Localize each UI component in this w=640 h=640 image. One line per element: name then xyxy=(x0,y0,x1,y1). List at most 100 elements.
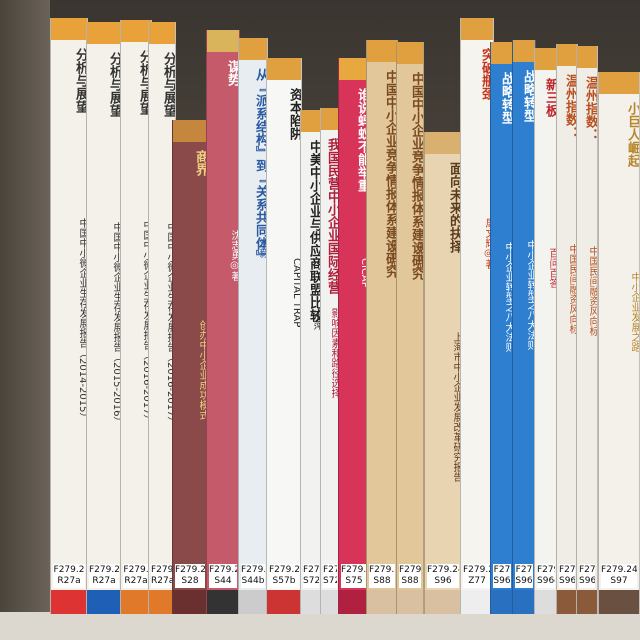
call-number-line: R27a xyxy=(151,576,173,586)
book-title: 沈毅 xyxy=(257,238,267,258)
book-series: 中国中小企业竞争情报体系建设研究 xyxy=(409,72,423,280)
book-spine: 温州指数： 中国民间融资风向标 F279S96 xyxy=(576,46,598,614)
book-spine: 谁说蚂蚁不能举重 CICAP F279.2S75 xyxy=(338,58,370,614)
book-title: 中小企业发展之路 xyxy=(629,272,639,352)
call-number-line: F279.243 xyxy=(427,565,459,575)
book-series: 分析与展望 xyxy=(73,48,87,113)
book-series: 小巨人崛起 xyxy=(625,102,639,167)
call-number-line: S96c xyxy=(537,576,555,586)
spine-band xyxy=(425,132,461,154)
call-number-line: F27 xyxy=(515,565,533,575)
call-number-label: F279.243S44 xyxy=(209,564,237,588)
book-series: 突破瓶颈 xyxy=(479,48,493,100)
book-series: 战略转型 xyxy=(499,72,513,124)
call-number-line: F279 xyxy=(579,565,595,575)
call-number-line: F279.24 xyxy=(601,565,637,575)
call-number-line: F279.2 xyxy=(559,565,575,575)
book-series: 中美中小企业与供应商联盟比较 xyxy=(307,140,321,322)
spine-foot xyxy=(239,590,267,614)
spine-band xyxy=(239,38,267,60)
book-title: 中国中小微企业生存发展报告（2016-2017） xyxy=(141,220,151,425)
book-spine: 战略转型 中小企业转型之八大法则 F27 S96 xyxy=(512,40,536,614)
spine-foot xyxy=(425,590,461,614)
book-title: 中国民间融资风向标 xyxy=(587,246,597,336)
call-number-line: F27 xyxy=(493,565,511,575)
book-series: 新三板 xyxy=(543,78,557,117)
spine-foot xyxy=(491,590,513,614)
call-number-line: F279.2 xyxy=(151,565,173,575)
book-series: 面向未来的抉择 xyxy=(447,162,461,253)
spine-foot xyxy=(339,590,369,614)
call-number-line: S72 xyxy=(323,576,337,586)
book-title: 中国民间融资风向标 xyxy=(567,244,577,334)
book-spine: 小巨人崛起中小企业发展之路 F279.24 S97 xyxy=(598,72,640,614)
call-number-label: F279.243S96 xyxy=(427,564,459,588)
spine-foot xyxy=(207,590,239,614)
book-title: 沸萍 xyxy=(311,310,321,330)
spine-band xyxy=(321,108,339,130)
call-number-label: F279.2S44b xyxy=(241,564,265,588)
book-spine: 资本陷阱 CAPITAL TRAP F279.243S57b xyxy=(266,58,302,614)
spine-band xyxy=(397,42,423,64)
call-number-label: F279.24 S97 xyxy=(601,564,637,588)
call-number-label: F279.2S88 xyxy=(369,564,395,588)
book-series: 温州指数： xyxy=(583,76,597,141)
book-series: 温州指数： xyxy=(563,74,577,139)
call-number-line: F279.2 xyxy=(241,565,265,575)
call-number-line: Z77 xyxy=(468,576,486,586)
call-number-line: R27a xyxy=(57,576,81,586)
call-number-line: S75 xyxy=(345,576,363,586)
spine-foot xyxy=(301,590,321,614)
book-title: 创办中小企业成功模式 xyxy=(197,320,207,420)
call-number-line: S72 xyxy=(303,576,319,586)
book-series: 谁说蚂蚁不能举重 xyxy=(355,88,369,192)
call-number-line: F279.2 xyxy=(537,565,555,575)
call-number-label: F279.S72 xyxy=(323,564,337,588)
book-title: 中小企业转型之八大法则 xyxy=(503,242,513,352)
call-number-line: F279.243 xyxy=(209,565,237,575)
call-number-label: F279.S72 xyxy=(303,564,319,588)
book-title: 百问百答 xyxy=(547,248,557,288)
call-number-line: F279. xyxy=(123,565,149,575)
spine-foot xyxy=(267,590,301,614)
spine-foot xyxy=(367,590,397,614)
call-number-label: F279.2 S28 xyxy=(175,564,205,588)
book-spine: 分析与展望 中国中小微企业生存发展报告（2015-2016） F279.2 R27a xyxy=(86,22,122,614)
call-number-line: F279.2 xyxy=(341,565,367,575)
book-spine: 突破瓶颈 周文辉◎著 F279.2 Z77 xyxy=(460,18,494,614)
book-series: 分析与展望 xyxy=(107,52,121,117)
spine-band xyxy=(173,120,207,142)
call-number-label: F279.2 Z77 xyxy=(463,564,491,588)
book-title: CAPITAL TRAP xyxy=(291,258,301,328)
spine-band xyxy=(367,40,397,62)
spine-band xyxy=(339,58,369,80)
spine-foot xyxy=(173,590,207,614)
call-number-line: F279.2 xyxy=(399,565,421,575)
book-title: 影响因素和路径选择 xyxy=(329,308,339,398)
spine-foot xyxy=(513,590,535,614)
call-number-line: F279.2 xyxy=(369,565,395,575)
spine-band xyxy=(577,46,597,68)
spine-foot xyxy=(461,590,493,614)
book-spine: 战略转型 中小企业转型之八大法则 F27 S96 xyxy=(490,42,514,614)
book-title: CICAP xyxy=(359,258,369,288)
call-number-label: F279.2S96c xyxy=(537,564,555,588)
call-number-line: S28 xyxy=(181,576,199,586)
book-spine: 从『派系结构』到『关系共同体』沈毅 F279.2S44b xyxy=(238,38,268,614)
spine-band xyxy=(87,22,121,44)
call-number-line: R27a xyxy=(124,576,148,586)
book-spine: 分析与展望 中国中小微企业生存发展报告（2016-2017） F279. R27a xyxy=(120,20,152,614)
book-spine: 分析与展望 中国中小微企业生存发展报告（2014-2015） F279.2 R27a xyxy=(50,18,88,614)
call-number-label: F279.243S57b xyxy=(269,564,299,588)
book-series: 从『派系结构』到『关系共同体』 xyxy=(253,68,267,263)
book-series: 我国民营中小企业国际经营 xyxy=(325,138,339,294)
